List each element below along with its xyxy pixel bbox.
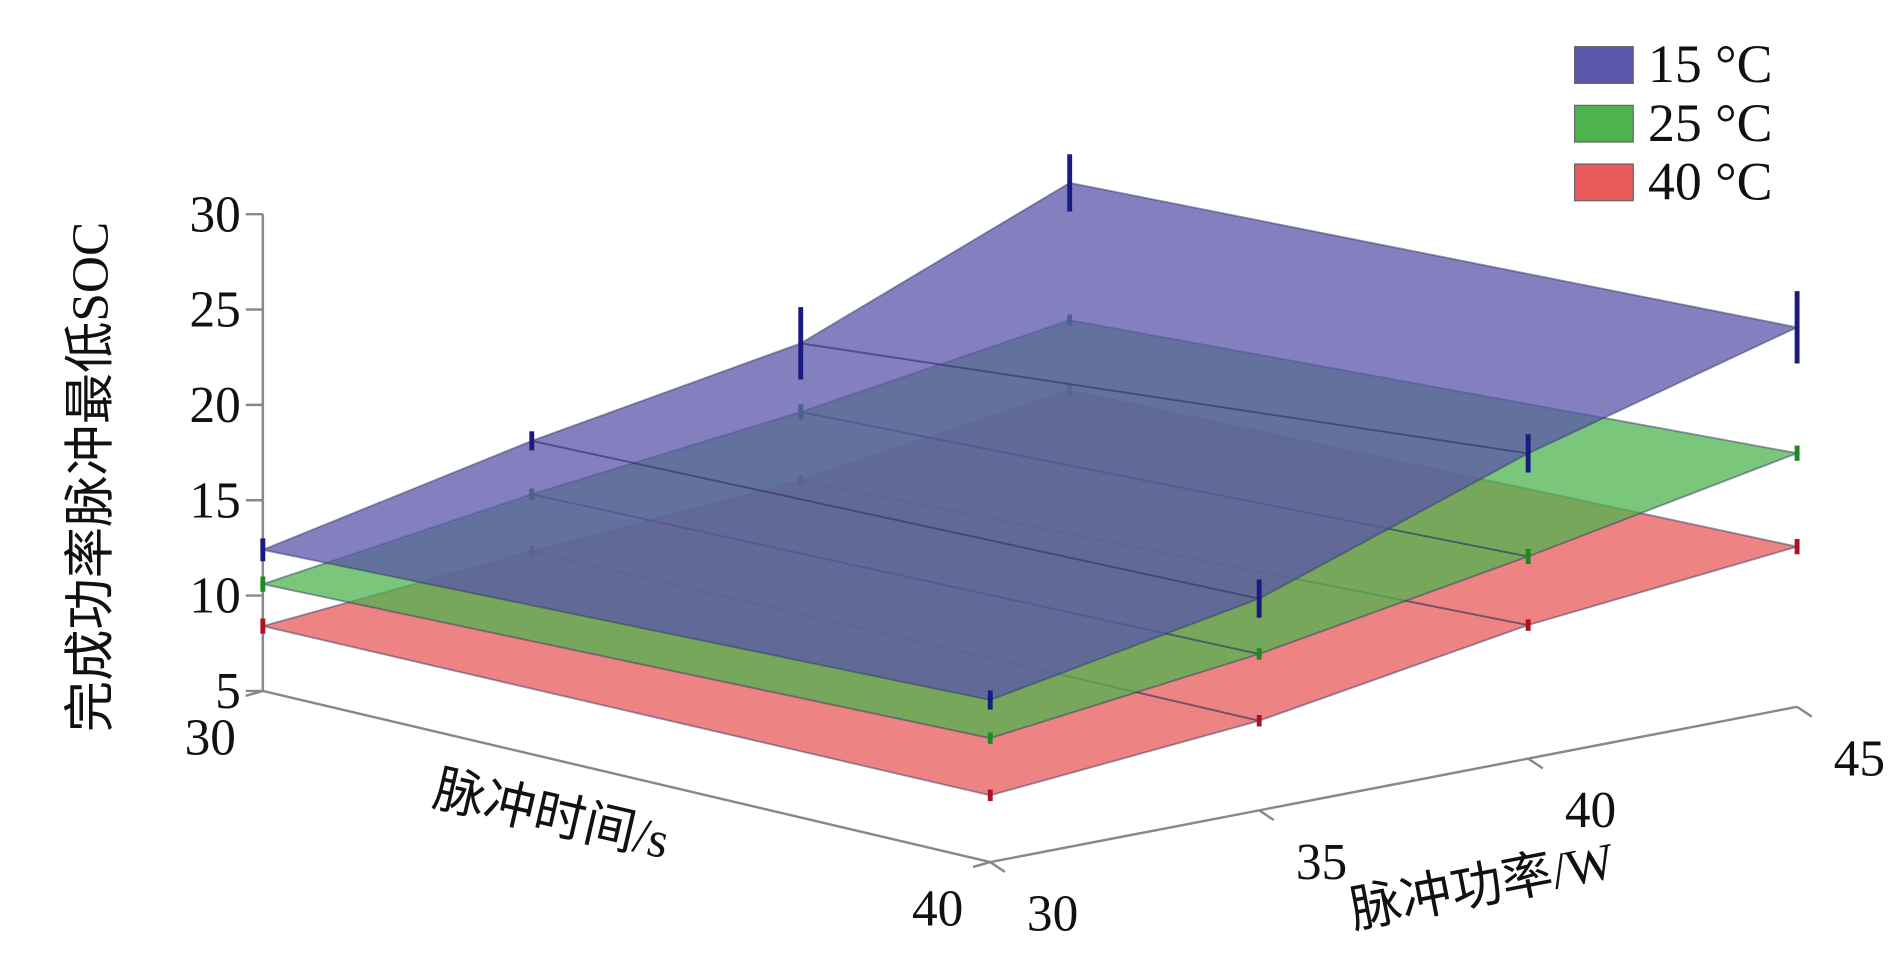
y-tick [989, 861, 1006, 873]
y-tick [1527, 757, 1544, 770]
z-tick-label: 10 [190, 568, 241, 625]
z-tick-label: 15 [190, 472, 241, 529]
legend-swatch [1573, 104, 1634, 143]
x-tick-label: 40 [912, 881, 963, 938]
y-axis [990, 705, 1798, 864]
legend-label: 25 °C [1648, 93, 1773, 153]
y-tick-label: 40 [1565, 782, 1616, 839]
legend-swatch [1573, 46, 1634, 84]
z-axis-label: 完成功率脉冲最低SOC [63, 222, 120, 732]
legend-swatch [1573, 163, 1634, 202]
y-tick [1258, 809, 1275, 822]
y-axis-label: 脉冲功率/W [1345, 833, 1620, 940]
z-tick-label: 30 [190, 186, 241, 243]
y-tick-label: 30 [1027, 886, 1078, 943]
x-axis-label: 脉冲时间/s [428, 761, 674, 870]
y-tick-label: 45 [1834, 730, 1885, 787]
legend-label: 15 °C [1648, 34, 1773, 94]
y-tick-label: 35 [1296, 834, 1347, 891]
z-tick-label: 5 [215, 663, 241, 720]
legend-label: 40 °C [1648, 151, 1773, 211]
z-tick-label: 20 [190, 377, 241, 434]
x-tick-label: 30 [185, 710, 236, 767]
x-axis [262, 689, 991, 864]
x-tick [245, 689, 264, 698]
x-tick [972, 860, 991, 869]
z-tick-label: 25 [190, 282, 241, 339]
y-tick [1796, 705, 1813, 718]
